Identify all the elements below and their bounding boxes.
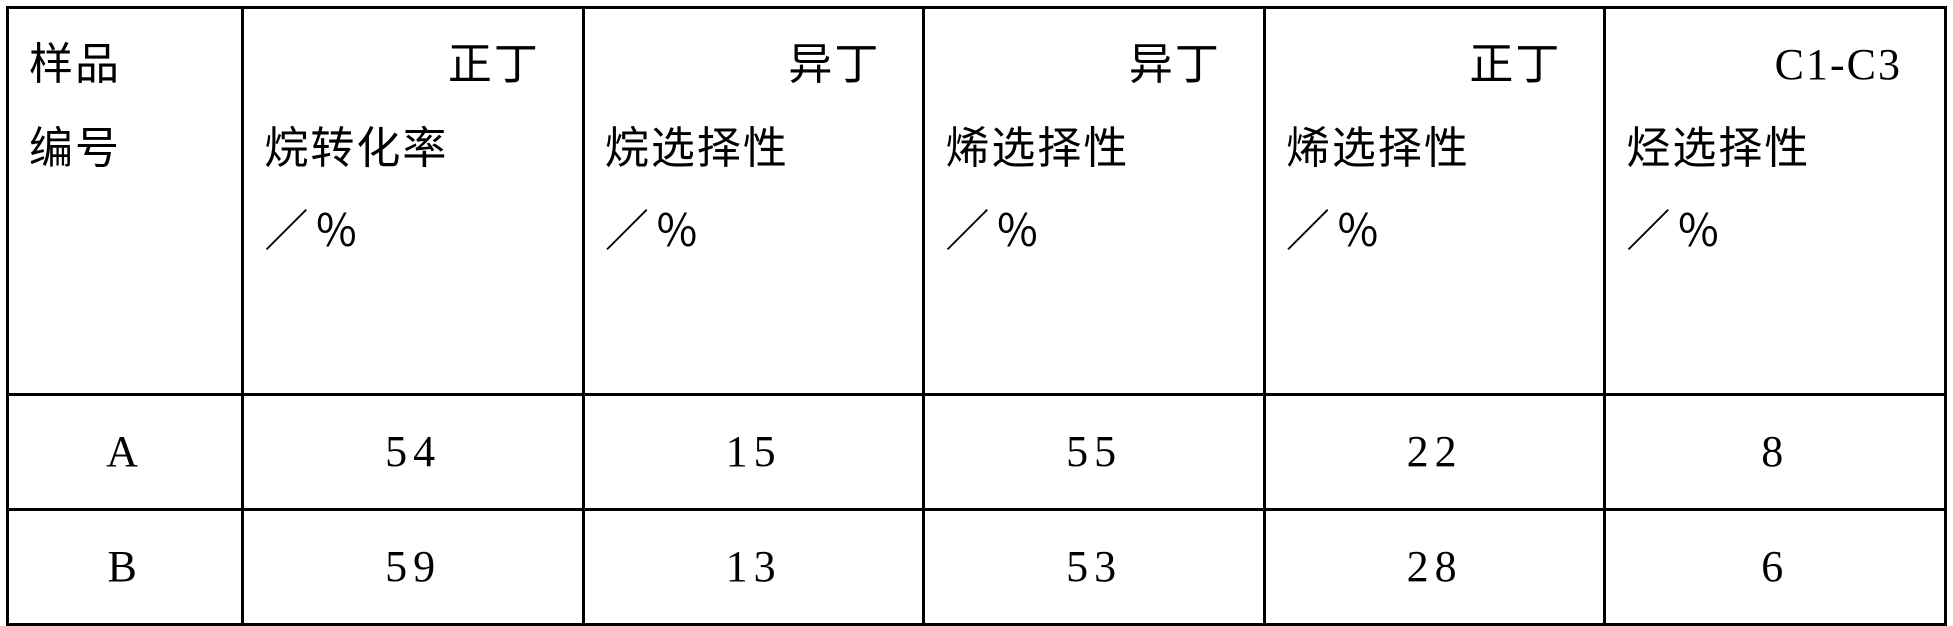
col-header-c4: 正丁 烯选择性 ／％ bbox=[1264, 8, 1605, 395]
col-header-c5-line1: C1-C3 bbox=[1626, 23, 1924, 107]
table-row: B 59 13 53 28 6 bbox=[8, 510, 1946, 625]
cell-c5-0: 8 bbox=[1605, 395, 1946, 510]
table-row: A 54 15 55 22 8 bbox=[8, 395, 1946, 510]
col-header-c3-line1: 异丁 bbox=[945, 23, 1243, 107]
cell-c2-0: 15 bbox=[583, 395, 924, 510]
cell-c1-0: 54 bbox=[243, 395, 584, 510]
col-header-c3-line3: ／％ bbox=[945, 190, 1243, 274]
col-header-c1: 正丁 烷转化率 ／％ bbox=[243, 8, 584, 395]
cell-id-1: B bbox=[8, 510, 243, 625]
cell-c4-0: 22 bbox=[1264, 395, 1605, 510]
cell-c3-0: 55 bbox=[924, 395, 1265, 510]
col-header-c4-line3: ／％ bbox=[1286, 190, 1584, 274]
col-header-c1-line1: 正丁 bbox=[264, 23, 562, 107]
col-header-c2-line2: 烷选择性 bbox=[605, 107, 903, 191]
col-header-c3-line2: 烯选择性 bbox=[945, 107, 1243, 191]
col-header-c3: 异丁 烯选择性 ／％ bbox=[924, 8, 1265, 395]
cell-c2-1: 13 bbox=[583, 510, 924, 625]
col-header-c5-line2: 烃选择性 bbox=[1626, 107, 1924, 191]
col-header-c1-line3: ／％ bbox=[264, 190, 562, 274]
cell-c5-1: 6 bbox=[1605, 510, 1946, 625]
table-header-row: 样品 编号 正丁 烷转化率 ／％ 异丁 烷选择性 ／％ 异丁 烯选择性 ／％ bbox=[8, 8, 1946, 395]
col-header-c2: 异丁 烷选择性 ／％ bbox=[583, 8, 924, 395]
col-header-id-line2: 编号 bbox=[29, 107, 221, 191]
col-header-id-line1: 样品 bbox=[29, 23, 221, 107]
cell-c1-1: 59 bbox=[243, 510, 584, 625]
cell-c3-1: 53 bbox=[924, 510, 1265, 625]
col-header-c1-line2: 烷转化率 bbox=[264, 107, 562, 191]
col-header-c2-line1: 异丁 bbox=[605, 23, 903, 107]
col-header-c5-line3: ／％ bbox=[1626, 190, 1924, 274]
cell-c4-1: 28 bbox=[1264, 510, 1605, 625]
col-header-c4-line2: 烯选择性 bbox=[1286, 107, 1584, 191]
data-table: 样品 编号 正丁 烷转化率 ／％ 异丁 烷选择性 ／％ 异丁 烯选择性 ／％ bbox=[6, 6, 1947, 626]
col-header-c4-line1: 正丁 bbox=[1286, 23, 1584, 107]
col-header-c2-line3: ／％ bbox=[605, 190, 903, 274]
table-container: 样品 编号 正丁 烷转化率 ／％ 异丁 烷选择性 ／％ 异丁 烯选择性 ／％ bbox=[0, 0, 1953, 607]
col-header-id: 样品 编号 bbox=[8, 8, 243, 395]
col-header-c5: C1-C3 烃选择性 ／％ bbox=[1605, 8, 1946, 395]
cell-id-0: A bbox=[8, 395, 243, 510]
